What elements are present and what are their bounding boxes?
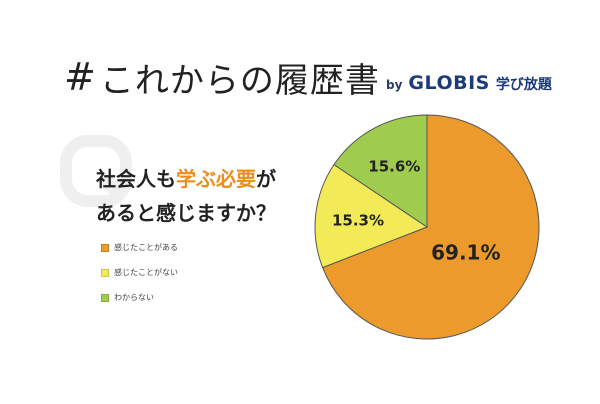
question-mark-icon bbox=[60, 135, 132, 207]
question-prefix: 社会人も bbox=[96, 167, 176, 191]
legend-item: 感じたことがない bbox=[101, 266, 178, 279]
brand-service: 学び放題 bbox=[495, 77, 552, 93]
legend-item: わからない bbox=[101, 291, 178, 304]
legend-swatch-yellow bbox=[101, 268, 109, 277]
pie-slice-label: 69.1% bbox=[431, 241, 500, 265]
pie-slice bbox=[314, 163, 429, 269]
brand-name: GLOBIS bbox=[408, 72, 490, 94]
hashtag-title: # これからの履歴書 bbox=[64, 52, 380, 102]
question-line-1: 社会人も学ぶ必要が bbox=[96, 162, 316, 196]
legend-label: わからない bbox=[114, 293, 154, 302]
pie-slice-label: 15.3% bbox=[332, 211, 384, 229]
pie-slice bbox=[321, 114, 540, 340]
legend-swatch-green bbox=[101, 293, 109, 302]
legend-item: 感じたことがある bbox=[101, 241, 178, 254]
question-line-2: あると感じますか？ bbox=[96, 201, 276, 225]
legend-label: 感じたことがない bbox=[114, 268, 178, 277]
question-text: 社会人も学ぶ必要が あると感じますか？ bbox=[96, 162, 316, 230]
pie-slice-label: 15.6% bbox=[368, 158, 420, 176]
hash-symbol: # bbox=[64, 55, 96, 99]
brand-by: by bbox=[386, 78, 403, 92]
page-title: これからの履歴書 bbox=[99, 60, 380, 101]
brand-logo: by GLOBIS 学び放題 bbox=[386, 72, 552, 98]
question-suffix: が bbox=[256, 167, 276, 191]
legend-swatch-orange bbox=[101, 243, 109, 252]
pie-slice bbox=[333, 114, 428, 228]
chart-legend: 感じたことがある 感じたことがない わからない bbox=[101, 241, 178, 316]
question-highlight: 学ぶ必要 bbox=[176, 167, 256, 191]
legend-label: 感じたことがある bbox=[114, 243, 178, 252]
